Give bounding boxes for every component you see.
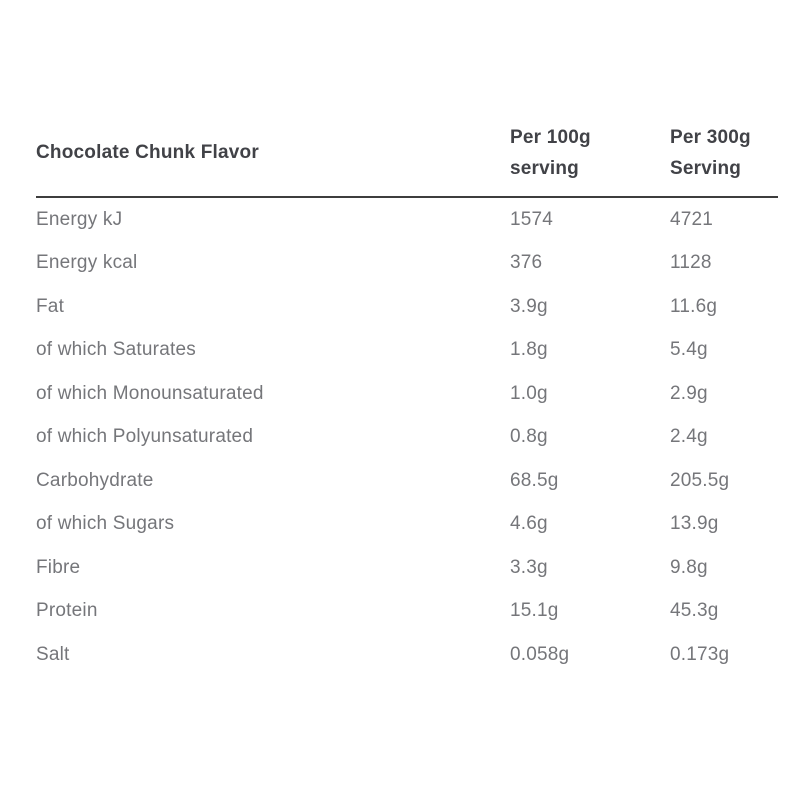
table-row-fibre: Fibre 3.3g 9.8g: [36, 546, 778, 590]
row-label: of which Saturates: [36, 339, 196, 361]
table-header-row: Chocolate Chunk Flavor Per 100g serving …: [36, 122, 778, 198]
row-label: Energy kcal: [36, 252, 138, 274]
row-value-per100g: 0.8g: [510, 426, 548, 448]
row-label: Fibre: [36, 556, 81, 578]
col-header-per-300g-line1: Per 300g: [670, 127, 751, 148]
row-value-per300g: 13.9g: [670, 513, 719, 535]
row-value-per100g: 15.1g: [510, 600, 559, 622]
row-value-per300g: 4721: [670, 208, 714, 230]
table-row-polyunsaturated: of which Polyunsaturated 0.8g 2.4g: [36, 416, 778, 460]
table-row-sugars: of which Sugars 4.6g 13.9g: [36, 503, 778, 547]
col-header-per-100g-line2: serving: [510, 158, 579, 179]
row-label: Protein: [36, 600, 98, 622]
col-header-per-100g: Per 100g serving: [510, 122, 670, 184]
table-row-saturates: of which Saturates 1.8g 5.4g: [36, 329, 778, 373]
row-value-per100g: 1574: [510, 208, 554, 230]
row-value-per300g: 1128: [670, 252, 712, 274]
table-row-carbohydrate: Carbohydrate 68.5g 205.5g: [36, 459, 778, 503]
row-value-per300g: 0.173g: [670, 643, 730, 665]
row-value-per300g: 205.5g: [670, 469, 730, 491]
row-value-per300g: 11.6g: [670, 295, 718, 317]
row-label: Fat: [36, 295, 65, 317]
row-value-per300g: 5.4g: [670, 339, 708, 361]
table-body: Energy kJ 1574 4721 Energy kcal 376 1128…: [36, 198, 778, 677]
row-value-per100g: 376: [510, 252, 543, 274]
row-label: Carbohydrate: [36, 469, 154, 491]
row-value-per100g: 3.9g: [510, 295, 548, 317]
table-row-protein: Protein 15.1g 45.3g: [36, 590, 778, 634]
table-row-salt: Salt 0.058g 0.173g: [36, 633, 778, 677]
row-value-per100g: 1.8g: [510, 339, 548, 361]
nutrition-table: Chocolate Chunk Flavor Per 100g serving …: [36, 122, 778, 677]
row-label: Energy kJ: [36, 208, 123, 230]
row-value-per300g: 2.4g: [670, 426, 708, 448]
row-value-per100g: 4.6g: [510, 513, 548, 535]
col-header-per-300g: Per 300g Serving: [670, 122, 778, 184]
table-row-energy-kj: Energy kJ 1574 4721: [36, 198, 778, 242]
row-value-per100g: 1.0g: [510, 382, 548, 404]
table-row-monounsaturated: of which Monounsaturated 1.0g 2.9g: [36, 372, 778, 416]
table-title: Chocolate Chunk Flavor: [36, 142, 259, 163]
col-header-per-300g-line2: Serving: [670, 158, 742, 179]
table-row-fat: Fat 3.9g 11.6g: [36, 285, 778, 329]
row-value-per300g: 9.8g: [670, 556, 708, 578]
row-label: of which Polyunsaturated: [36, 426, 254, 448]
row-value-per300g: 45.3g: [670, 600, 719, 622]
table-row-energy-kcal: Energy kcal 376 1128: [36, 242, 778, 286]
col-header-per-100g-line1: Per 100g: [510, 127, 591, 148]
row-value-per100g: 68.5g: [510, 469, 559, 491]
row-label: Salt: [36, 643, 70, 665]
row-value-per100g: 0.058g: [510, 643, 570, 665]
row-label: of which Sugars: [36, 513, 175, 535]
row-value-per100g: 3.3g: [510, 556, 548, 578]
row-value-per300g: 2.9g: [670, 382, 708, 404]
row-label: of which Monounsaturated: [36, 382, 264, 404]
